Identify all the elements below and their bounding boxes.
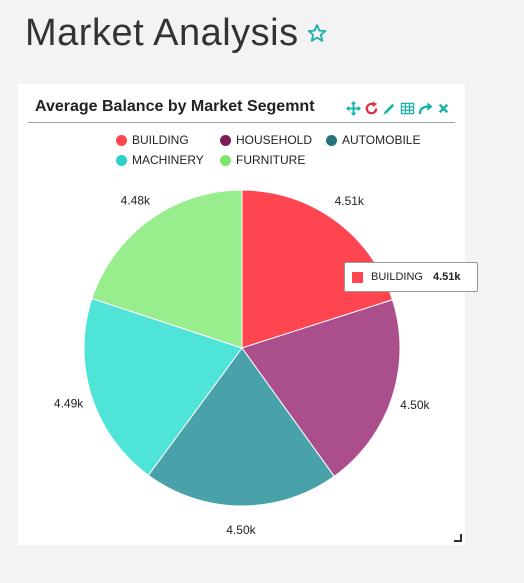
tooltip-label: BUILDING: [371, 271, 423, 283]
share-icon[interactable]: [418, 101, 433, 116]
legend-label: FURNITURE: [236, 153, 306, 167]
edit-icon[interactable]: [382, 101, 397, 116]
pie-slice-automobile[interactable]: [147, 347, 335, 507]
chart-tooltip: BUILDING 4.51k: [344, 262, 478, 292]
legend-item-automobile[interactable]: AUTOMOBILE: [326, 133, 420, 147]
chart-widget: Average Balance by Market Segemnt: [18, 84, 478, 545]
legend-item-furniture[interactable]: FURNITURE: [220, 153, 326, 167]
legend-label: BUILDING: [132, 133, 189, 147]
pie-slice-furniture[interactable]: [91, 189, 243, 349]
pie-label-machinery: 4.49k: [54, 396, 84, 410]
pie-chart: 4.51k 4.50k 4.50k 4.49k 4.48k: [54, 189, 431, 537]
page-header: Market Analysis: [25, 8, 327, 58]
move-icon[interactable]: [346, 101, 361, 116]
legend-marker: [220, 134, 231, 146]
tooltip-value: 4.51k: [432, 271, 461, 283]
resize-handle[interactable]: [454, 534, 462, 542]
pie-label-household: 4.50k: [400, 398, 430, 412]
close-icon[interactable]: [436, 101, 451, 116]
legend-item-machinery[interactable]: MACHINERY: [116, 153, 220, 167]
legend-marker: [116, 154, 127, 166]
legend-label: MACHINERY: [132, 153, 204, 167]
legend-label: HOUSEHOLD: [236, 133, 313, 147]
pie-label-building: 4.51k: [335, 194, 365, 208]
widget-header: Average Balance by Market Segemnt: [28, 94, 455, 123]
legend-item-household[interactable]: HOUSEHOLD: [220, 133, 326, 147]
tooltip-swatch: [352, 271, 363, 283]
refresh-icon[interactable]: [364, 101, 379, 116]
widget-toolbar: [346, 101, 451, 116]
pie-slice-household[interactable]: [241, 299, 401, 477]
pie-label-automobile: 4.50k: [226, 523, 256, 537]
table-icon[interactable]: [400, 101, 415, 116]
legend-marker: [326, 134, 337, 146]
legend-marker: [116, 134, 127, 146]
widget-title: Average Balance by Market Segemnt: [35, 98, 315, 115]
star-icon[interactable]: [307, 23, 327, 48]
legend-marker: [220, 154, 231, 166]
pie-label-furniture: 4.48k: [121, 194, 151, 208]
page-title: Market Analysis: [25, 11, 299, 54]
pie-slice-machinery[interactable]: [83, 297, 243, 476]
legend-item-building[interactable]: BUILDING: [116, 133, 220, 147]
chart-legend: BUILDING HOUSEHOLD AUTOMOBILE MACHINERY …: [116, 130, 446, 170]
legend-label: AUTOMOBILE: [342, 133, 421, 147]
